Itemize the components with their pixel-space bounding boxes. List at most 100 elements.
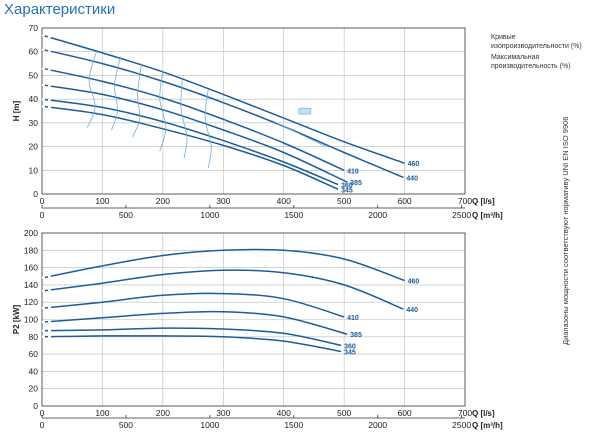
head-y-tick-label: 40 bbox=[29, 94, 39, 104]
head-y-tick-label: 10 bbox=[29, 165, 39, 175]
power-x2-tick-label: 1500 bbox=[284, 420, 303, 430]
head-y-tick-label: 50 bbox=[29, 70, 39, 80]
power-y-tick-label: 80 bbox=[29, 332, 39, 342]
head-x-tick-label: 700 bbox=[458, 196, 472, 206]
power-x-tick-label: 700 bbox=[458, 408, 472, 418]
head-y-tick-label: 0 bbox=[33, 189, 38, 199]
power-y-tick-label: 40 bbox=[29, 366, 39, 376]
power-y-axis-label: P2 [kW] bbox=[12, 305, 21, 335]
power-x2-axis-label: Q [m³/h] bbox=[472, 421, 503, 430]
head-x2-tick-label: 2500 bbox=[452, 210, 471, 220]
head-x-tick-label: 500 bbox=[337, 196, 351, 206]
head-x2-tick-label: 1000 bbox=[200, 210, 219, 220]
head-x-tick-label: 300 bbox=[216, 196, 230, 206]
power-series-460 bbox=[41, 248, 405, 282]
power-x-tick-label: 600 bbox=[397, 408, 411, 418]
head-x-tick-label: 400 bbox=[277, 196, 291, 206]
head-x-tick-label: 100 bbox=[95, 196, 109, 206]
power-y-tick-label: 100 bbox=[24, 315, 38, 325]
head-series-385 bbox=[41, 84, 348, 183]
power-series-dash-410 bbox=[41, 306, 53, 310]
head-series-label-410: 410 bbox=[347, 168, 359, 175]
head-x-tick-label: 0 bbox=[40, 196, 45, 206]
power-series-label-360: 360 bbox=[344, 343, 356, 350]
power-series-440 bbox=[41, 269, 404, 310]
power-x-axis-label: Q [l/s] bbox=[472, 409, 495, 418]
head-x2-axis-label: Q [m³/h] bbox=[472, 211, 503, 220]
head-x-tick-label: 200 bbox=[156, 196, 170, 206]
power-x-tick-label: 400 bbox=[277, 408, 291, 418]
power-x-tick-label: 300 bbox=[216, 408, 230, 418]
power-y-tick-label: 0 bbox=[33, 401, 38, 411]
head-x2-tick-label: 500 bbox=[119, 210, 133, 220]
efficiency-iso-curve bbox=[86, 51, 97, 128]
power-series-dash-385 bbox=[41, 320, 53, 324]
head-series-label-460: 460 bbox=[408, 161, 420, 168]
legend-efficiency-curves: Кривые изопроизводительности (%) bbox=[491, 34, 582, 50]
power-series-385 bbox=[41, 310, 348, 335]
power-y-tick-label: 140 bbox=[24, 280, 38, 290]
power-series-410 bbox=[41, 292, 345, 318]
power-x-tick-label: 500 bbox=[337, 408, 351, 418]
head-y-axis-label: H [m] bbox=[12, 100, 21, 121]
head-series-dash-410 bbox=[41, 67, 53, 72]
power-y-tick-label: 60 bbox=[29, 349, 39, 359]
page-title: Характеристики bbox=[4, 1, 116, 18]
power-x2-tick-label: 1000 bbox=[200, 420, 219, 430]
efficiency-iso-curve bbox=[159, 70, 167, 152]
power-y-tick-label: 160 bbox=[24, 263, 38, 273]
power-x-tick-label: 100 bbox=[95, 408, 109, 418]
head-series-dash-360 bbox=[41, 98, 53, 102]
head-series-410 bbox=[41, 67, 345, 171]
head-series-345 bbox=[41, 105, 339, 190]
head-series-label-440: 440 bbox=[406, 175, 418, 182]
power-y-tick-label: 200 bbox=[24, 228, 38, 238]
power-x-tick-label: 200 bbox=[156, 408, 170, 418]
efficiency-iso-curve bbox=[180, 80, 188, 159]
power-series-dash-440 bbox=[41, 288, 53, 292]
head-y-tick-label: 60 bbox=[29, 47, 39, 57]
head-series-label-360: 360 bbox=[341, 183, 353, 190]
head-x-tick-label: 600 bbox=[397, 196, 411, 206]
max-efficiency-line bbox=[271, 120, 327, 147]
power-y-tick-label: 120 bbox=[24, 297, 38, 307]
power-x2-tick-label: 500 bbox=[119, 420, 133, 430]
power-series-label-385: 385 bbox=[350, 332, 362, 339]
head-y-tick-label: 20 bbox=[29, 142, 39, 152]
head-x2-tick-label: 2000 bbox=[368, 210, 387, 220]
head-plot-frame bbox=[41, 27, 466, 195]
power-y-tick-label: 20 bbox=[29, 384, 39, 394]
efficiency-iso-curve bbox=[111, 56, 121, 131]
head-series-dash-345 bbox=[41, 105, 53, 109]
power-y-tick-label: 180 bbox=[24, 245, 38, 255]
power-series-345 bbox=[41, 335, 342, 353]
max-efficiency-marker bbox=[298, 107, 312, 115]
power-series-label-345: 345 bbox=[344, 350, 356, 357]
efficiency-iso-curve bbox=[132, 63, 143, 138]
power-x2-tick-label: 2000 bbox=[368, 420, 387, 430]
head-series-460 bbox=[41, 34, 405, 164]
power-series-label-460: 460 bbox=[408, 279, 420, 286]
head-series-dash-460 bbox=[41, 34, 53, 40]
head-y-tick-label: 30 bbox=[29, 118, 39, 128]
side-note: Диапазоны мощности соответствуют нормати… bbox=[561, 116, 570, 345]
power-x-tick-label: 0 bbox=[40, 408, 45, 418]
power-series-dash-460 bbox=[41, 274, 53, 279]
power-series-label-410: 410 bbox=[347, 315, 359, 322]
head-x-axis-label: Q [l/s] bbox=[472, 197, 495, 206]
head-series-dash-440 bbox=[41, 48, 53, 53]
head-series-label-345: 345 bbox=[341, 187, 353, 194]
power-series-label-440: 440 bbox=[406, 307, 418, 314]
head-series-dash-385 bbox=[41, 83, 53, 88]
head-x2-tick-label: 1500 bbox=[284, 210, 303, 220]
legend-max-efficiency: Максимальная производительность (%) bbox=[491, 54, 571, 70]
head-series-360 bbox=[41, 98, 339, 186]
head-x2-tick-label: 0 bbox=[40, 210, 45, 220]
power-series-360 bbox=[41, 327, 342, 347]
power-plot-frame bbox=[41, 232, 466, 407]
head-series-440 bbox=[41, 48, 404, 179]
head-series-label-385: 385 bbox=[350, 180, 362, 187]
head-y-tick-label: 70 bbox=[29, 23, 39, 33]
efficiency-iso-curve bbox=[204, 89, 212, 168]
